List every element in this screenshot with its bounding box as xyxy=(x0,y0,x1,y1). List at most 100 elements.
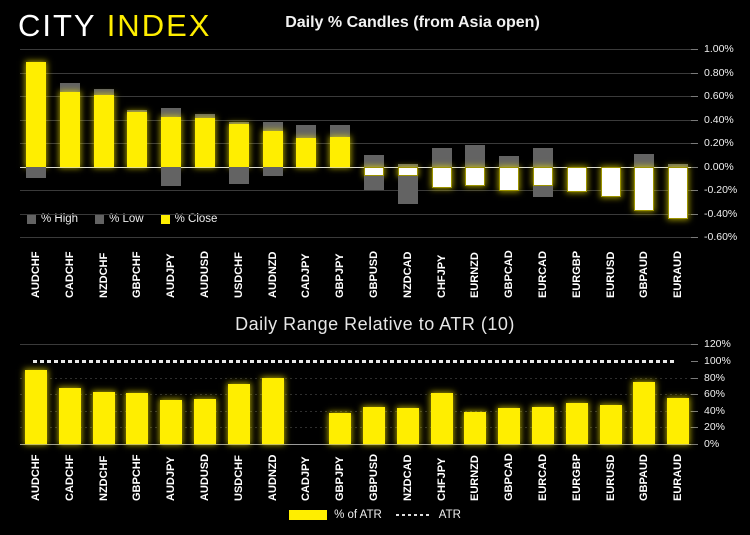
top-x-label-GBPJPY: GBPJPY xyxy=(334,253,346,298)
candle-body-GBPJPY xyxy=(330,137,350,167)
atr-bar-GBPCHF xyxy=(126,393,148,444)
candle-body-AUDNZD xyxy=(263,131,283,167)
bottom-chart-title: Daily Range Relative to ATR (10) xyxy=(235,314,515,334)
top-y-axis-label: -0.20% xyxy=(704,184,738,196)
bottom-baseline xyxy=(20,444,692,445)
legend-label: % of ATR xyxy=(334,509,382,521)
high-wick-AUDJPY xyxy=(161,108,181,117)
candle-body-EURGBP xyxy=(567,167,587,192)
low-wick-USDCHF xyxy=(229,167,249,184)
atr-bar-GBPAUD xyxy=(633,382,655,444)
top-y-axis-label: 0.60% xyxy=(704,90,734,102)
atr-bar-GBPJPY xyxy=(329,413,351,444)
bottom-axis-tick xyxy=(691,411,698,412)
bottom-axis-tick xyxy=(691,361,698,362)
bottom-y-axis-label: 80% xyxy=(704,372,726,384)
candle-body-EURUSD xyxy=(601,167,621,197)
top-y-axis-label: 1.00% xyxy=(704,43,734,55)
high-wick-EURNZD xyxy=(465,145,485,167)
bottom-y-axis-label: 100% xyxy=(704,355,731,367)
top-gridline-0.20% xyxy=(20,143,698,144)
top-axis-tick xyxy=(691,120,698,121)
low-wick-EURCAD xyxy=(533,186,553,197)
high-wick-USDCHF xyxy=(229,122,249,124)
bottom-gridline-80 xyxy=(20,378,692,379)
bottom-y-axis-label: 40% xyxy=(704,405,726,417)
legend-label: % Low xyxy=(109,213,144,225)
top-y-axis-label: 0.40% xyxy=(704,114,734,126)
high-wick-AUDNZD xyxy=(263,122,283,131)
bottom-x-label-EURCAD: EURCAD xyxy=(537,453,549,501)
high-wick-EURCAD xyxy=(533,148,553,167)
high-wick-CHFJPY xyxy=(432,148,452,167)
bottom-y-axis-label: 120% xyxy=(704,338,731,350)
atr-bar-AUDJPY xyxy=(160,400,182,444)
bottom-axis-tick xyxy=(691,444,698,445)
top-chart-title: Daily % Candles (from Asia open) xyxy=(285,14,540,31)
atr-bar-USDCHF xyxy=(228,384,250,444)
atr-bar-EURNZD xyxy=(464,412,486,444)
low-wick-AUDJPY xyxy=(161,167,181,186)
candle-body-AUDUSD xyxy=(195,118,215,167)
top-gridline--0.20% xyxy=(20,190,698,191)
bottom-x-label-AUDCHF: AUDCHF xyxy=(30,454,42,501)
atr-bar-GBPCAD xyxy=(498,408,520,444)
bottom-x-label-EURGBP: EURGBP xyxy=(571,453,583,501)
bottom-axis-tick xyxy=(691,344,698,345)
top-gridline--0.40% xyxy=(20,214,698,215)
top-gridline-0.60% xyxy=(20,96,698,97)
top-gridline-1.00% xyxy=(20,49,698,50)
high-wick-CADCHF xyxy=(60,83,80,92)
top-x-label-AUDJPY: AUDJPY xyxy=(165,253,177,298)
legend-label: ATR xyxy=(438,509,461,521)
candle-body-NZDCHF xyxy=(94,95,114,167)
top-y-axis-label: 0.00% xyxy=(704,161,734,173)
atr-bar-AUDCHF xyxy=(25,370,47,444)
bottom-axis-tick xyxy=(691,378,698,379)
high-wick-GBPUSD xyxy=(364,155,384,167)
candle-body-EURAUD xyxy=(668,167,688,219)
legend-item-ofATR: % of ATR xyxy=(289,509,382,521)
top-axis-tick xyxy=(691,73,698,74)
bottom-x-label-EURAUD: EURAUD xyxy=(672,453,684,501)
atr-bar-EURGBP xyxy=(566,403,588,444)
bottom-x-label-NZDCHF: NZDCHF xyxy=(98,455,110,501)
legend-label: % Close xyxy=(174,213,218,225)
legend-item-High: % High xyxy=(27,213,78,225)
top-y-axis-label: -0.60% xyxy=(704,231,738,243)
candle-body-CADCHF xyxy=(60,92,80,167)
candle-body-GBPUSD xyxy=(364,167,384,176)
candle-body-GBPCAD xyxy=(499,167,519,191)
top-axis-tick xyxy=(691,96,698,97)
top-gridline--0.60% xyxy=(20,237,698,238)
legend-swatch-icon xyxy=(95,214,105,224)
candle-body-EURCAD xyxy=(533,167,553,186)
legend-label: % High xyxy=(41,213,79,225)
legend-item-Low: % Low xyxy=(95,213,144,225)
top-x-label-AUDNZD: AUDNZD xyxy=(267,251,279,298)
bottom-x-label-AUDNZD: AUDNZD xyxy=(267,454,279,501)
low-wick-GBPUSD xyxy=(364,176,384,190)
top-x-label-GBPAUD: GBPAUD xyxy=(638,251,650,298)
atr-dotted-line-icon xyxy=(395,514,432,516)
low-wick-AUDNZD xyxy=(263,167,283,176)
top-x-label-GBPCAD: GBPCAD xyxy=(503,250,515,298)
logo-index-text: INDEX xyxy=(106,8,212,43)
high-wick-AUDUSD xyxy=(195,114,215,118)
atr-reference-line xyxy=(33,360,676,363)
bottom-gridline-20 xyxy=(20,427,692,428)
top-x-label-EURAUD: EURAUD xyxy=(672,250,684,298)
top-x-label-GBPUSD: GBPUSD xyxy=(368,250,380,298)
high-wick-GBPCHF xyxy=(127,110,147,112)
candle-body-CADJPY xyxy=(296,138,316,167)
top-x-label-EURGBP: EURGBP xyxy=(571,250,583,298)
top-axis-tick xyxy=(691,49,698,50)
atr-bar-CADCHF xyxy=(59,388,81,444)
top-axis-tick xyxy=(691,190,698,191)
bottom-x-label-GBPJPY: GBPJPY xyxy=(334,456,346,501)
top-x-label-NZDCAD: NZDCAD xyxy=(402,251,414,298)
city-index-logo: CITY INDEX xyxy=(18,8,211,44)
bottom-axis-tick xyxy=(691,427,698,428)
bottom-x-label-CHFJPY: CHFJPY xyxy=(436,457,448,501)
low-wick-NZDCAD xyxy=(398,176,418,204)
